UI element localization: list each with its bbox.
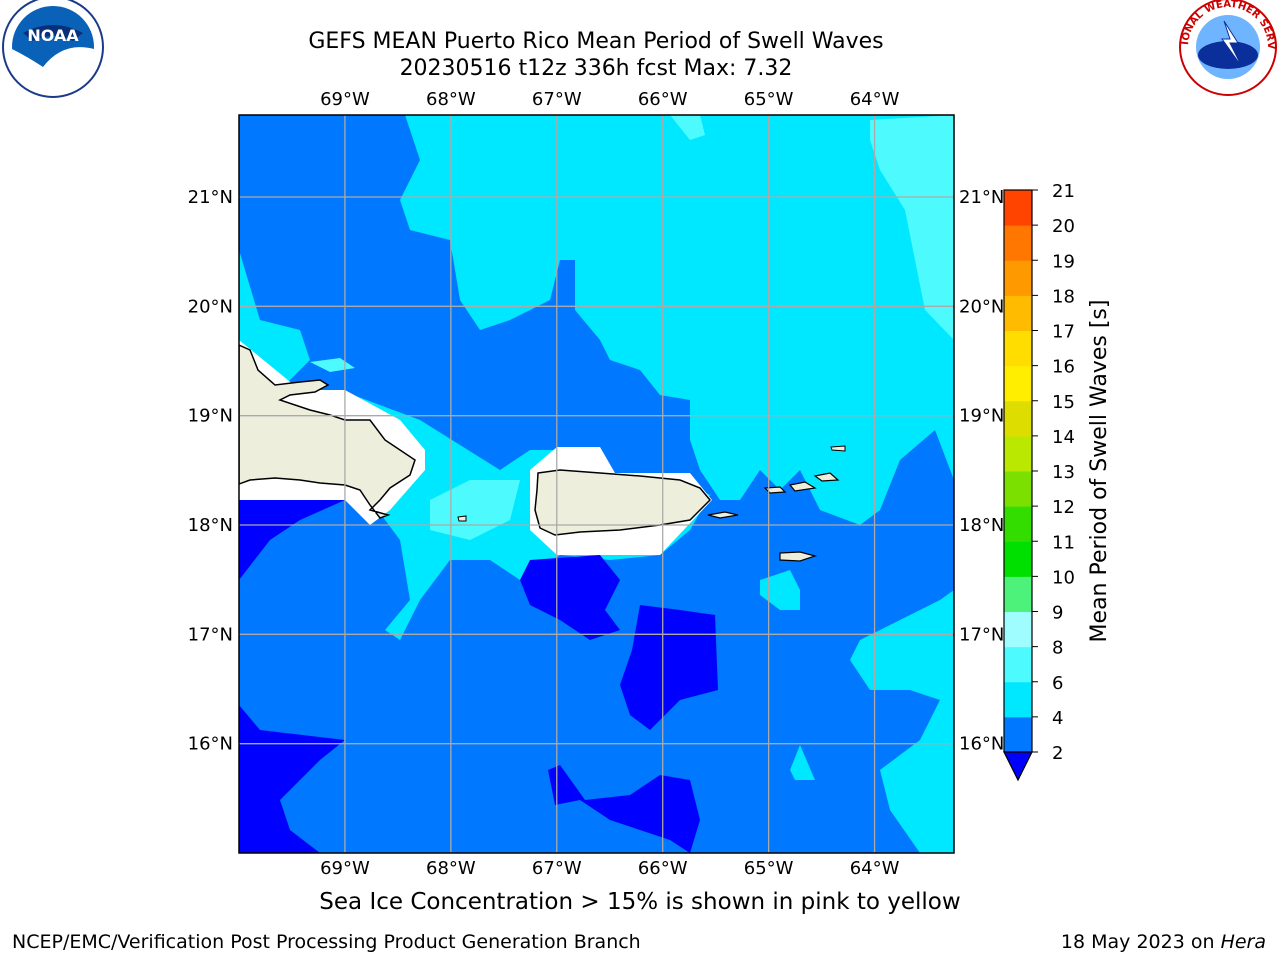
colorbar-segment: [1004, 611, 1032, 648]
colorbar-tick-label: 4: [1052, 708, 1063, 729]
colorbar-tick-label: 21: [1052, 181, 1075, 202]
land-mona-island: [457, 515, 467, 522]
colorbar-tick-label: 6: [1052, 673, 1063, 694]
map-frame: [238, 114, 955, 854]
colorbar-segment: [1004, 260, 1032, 296]
colorbar-tick-label: 20: [1052, 216, 1075, 237]
land-anegada: [830, 445, 846, 452]
contour-dark-below-2-e: [548, 765, 700, 853]
lon-label-bottom: 68°W: [426, 858, 476, 879]
lat-label-left: 19°N: [188, 406, 233, 427]
lat-label-left: 18°N: [188, 515, 233, 536]
colorbar-tick-label: 11: [1052, 532, 1075, 553]
title-line-2: 20230516 t12z 336h fcst Max: 7.32: [400, 56, 793, 81]
lat-label-left: 17°N: [188, 624, 233, 645]
land-st-croix: [779, 551, 818, 562]
lat-label-right: 17°N: [959, 624, 1004, 645]
noaa-logo-text: NOAA: [27, 26, 79, 45]
contour-cyan-4-6-e: [760, 570, 800, 610]
colorbar-label: Mean Period of Swell Waves [s]: [1087, 300, 1112, 643]
lon-label-top: 66°W: [638, 89, 688, 110]
colorbar-tick-label: 15: [1052, 392, 1075, 413]
colorbar: 2 4 6 8 9 10 11 12 13 14 15 16 17 18 19 20 21: [1003, 181, 1075, 782]
colorbar-segment: [1004, 506, 1032, 542]
title-line-1: GEFS MEAN Puerto Rico Mean Period of Swe…: [308, 29, 883, 54]
noaa-logo: NOAA: [2, 0, 104, 98]
lat-label-right: 19°N: [959, 406, 1004, 427]
colorbar-segment: [1004, 681, 1032, 718]
lat-label-right: 16°N: [959, 734, 1004, 755]
footer-date: 18 May 2023 on Hera: [1061, 931, 1266, 953]
lon-label-bottom: 66°W: [638, 858, 688, 879]
lat-label-right: 20°N: [959, 296, 1004, 317]
longitude-labels-top: 69°W 68°W 67°W 66°W 65°W 64°W: [320, 89, 900, 110]
longitude-labels-bottom: 69°W 68°W 67°W 66°W 65°W 64°W: [320, 858, 900, 879]
colorbar-segment: [1004, 716, 1032, 753]
lon-label-bottom: 67°W: [532, 858, 582, 879]
land-puerto-rico: [534, 469, 712, 536]
colorbar-tick-label: 8: [1052, 638, 1063, 659]
contour-cyan-4-6-f: [790, 745, 815, 780]
contour-dark-below-2-d: [620, 605, 718, 730]
contour-dark-below-2: [239, 500, 345, 580]
colorbar-under-arrow: [1003, 751, 1033, 782]
colorbar-segment: [1004, 576, 1032, 612]
sea-ice-note: Sea Ice Concentration > 15% is shown in …: [319, 889, 961, 915]
lat-label-left: 21°N: [188, 187, 233, 208]
colorbar-segment: [1004, 541, 1032, 577]
land-hispaniola: [239, 344, 416, 519]
colorbar-tick-label: 9: [1052, 603, 1063, 624]
lon-label-top: 68°W: [426, 89, 476, 110]
colorbar-segment: [1004, 435, 1032, 472]
colorbar-segment: [1004, 295, 1032, 331]
footer-host: Hera: [1220, 931, 1266, 953]
colorbar-tick-label: 2: [1052, 743, 1063, 764]
colorbar-tick-label: 18: [1052, 286, 1075, 307]
nws-logo: NATIONAL WEATHER SERVICE: [1179, 0, 1277, 96]
contour-lightcyan-6-8: [870, 115, 954, 340]
footer-branch: NCEP/EMC/Verification Post Processing Pr…: [12, 931, 641, 953]
colorbar-segment: [1004, 225, 1032, 261]
colorbar-tick-label: 17: [1052, 322, 1075, 343]
colorbar-tick-label: 19: [1052, 251, 1075, 272]
swell-period-map: [239, 115, 954, 853]
lat-label-right: 21°N: [959, 187, 1004, 208]
colorbar-tick-label: 16: [1052, 357, 1075, 378]
lat-label-right: 18°N: [959, 515, 1004, 536]
lon-label-top: 65°W: [744, 89, 794, 110]
lon-label-top: 64°W: [850, 89, 900, 110]
colorbar-segment: [1004, 330, 1032, 367]
lon-label-top: 69°W: [320, 89, 370, 110]
colorbar-segment: [1004, 471, 1032, 507]
contour-cyan-4-6: [400, 115, 954, 525]
colorbar-tick-label: 14: [1052, 427, 1075, 448]
colorbar-segment: [1004, 646, 1032, 683]
contour-dark-below-2-b: [239, 705, 345, 853]
colorbar-tick-label: 12: [1052, 497, 1075, 518]
map-gridlines: [239, 115, 954, 853]
colorbar-segment: [1004, 400, 1032, 437]
lon-label-bottom: 65°W: [744, 858, 794, 879]
colorbar-segment: [1004, 190, 1032, 226]
latitude-labels-left: 21°N 20°N 19°N 18°N 17°N 16°N: [188, 187, 233, 755]
lon-label-bottom: 64°W: [850, 858, 900, 879]
latitude-labels-right: 21°N 20°N 19°N 18°N 17°N 16°N: [959, 187, 1004, 755]
land-vieques: [707, 511, 739, 519]
lon-label-bottom: 69°W: [320, 858, 370, 879]
lat-label-left: 16°N: [188, 734, 233, 755]
contour-lightcyan-6-8-b: [670, 115, 705, 140]
colorbar-segment: [1004, 365, 1032, 402]
contour-dark-below-2-c: [520, 555, 620, 640]
lat-label-left: 20°N: [188, 296, 233, 317]
lon-label-top: 67°W: [532, 89, 582, 110]
contour-lightcyan-6-8-d: [310, 358, 355, 372]
colorbar-tick-label: 10: [1052, 567, 1075, 588]
contour-cyan-4-6-d: [850, 520, 954, 853]
footer-date-text: 18 May 2023 on: [1060, 931, 1221, 953]
colorbar-tick-label: 13: [1052, 462, 1075, 483]
